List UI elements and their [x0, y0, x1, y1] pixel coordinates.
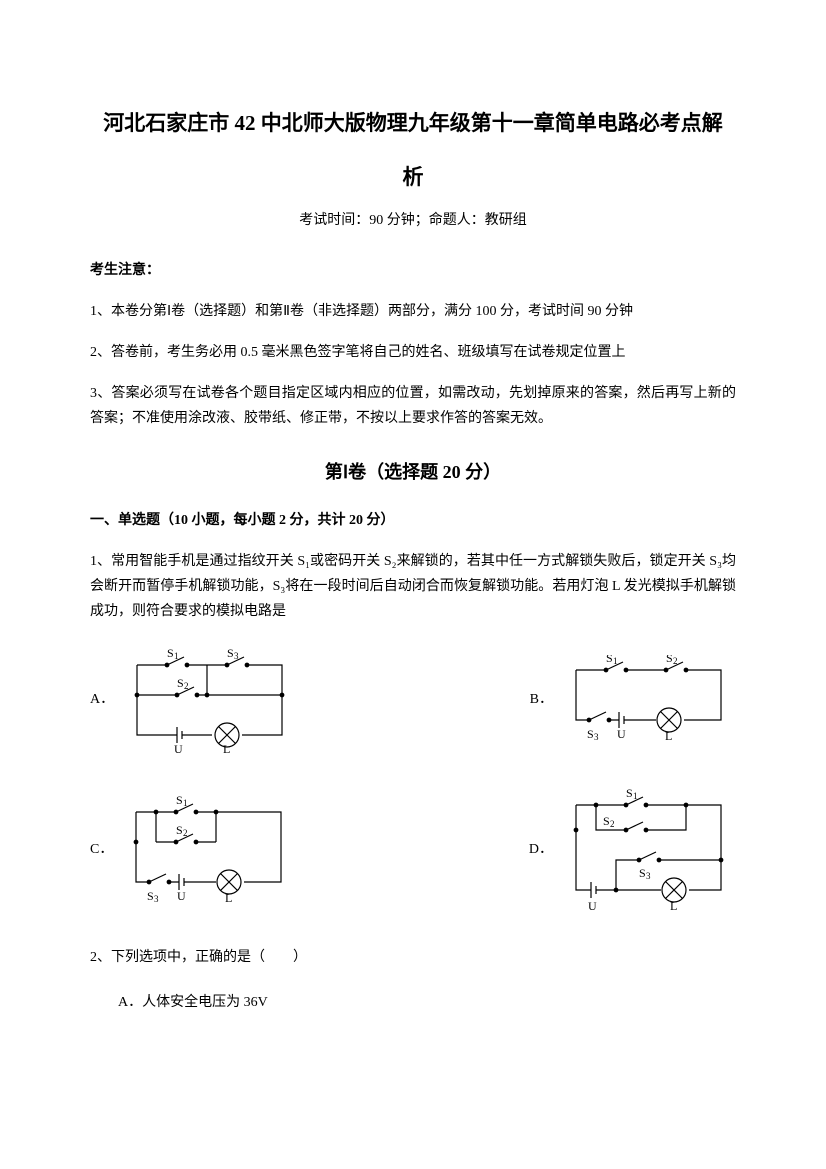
svg-text:S: S — [167, 646, 174, 660]
svg-text:2: 2 — [610, 819, 615, 829]
svg-text:S: S — [176, 793, 183, 807]
svg-text:1: 1 — [174, 651, 179, 661]
option-b-label: B． — [530, 687, 553, 712]
doc-subtitle: 考试时间：90 分钟；命题人：教研组 — [90, 208, 736, 233]
circuit-c-icon: S1 S2 S3 U L — [121, 792, 296, 907]
q1-options-row-1: A． S1 S3 S2 U L — [90, 645, 736, 755]
option-c: C． S1 S2 S3 U L — [90, 785, 296, 915]
option-a: A． S1 S3 S2 U L — [90, 645, 297, 755]
svg-text:U: U — [177, 889, 186, 903]
circuit-b-icon: S1 S2 S3 U L — [561, 655, 736, 745]
circuit-a-icon: S1 S3 S2 U L — [122, 645, 297, 755]
option-d: D． S1 S2 S — [529, 785, 736, 915]
svg-text:S: S — [666, 655, 673, 665]
circuit-d-icon: S1 S2 S3 U L — [561, 785, 736, 915]
doc-title-line2: 析 — [90, 154, 736, 200]
question-2-option-a: A．人体安全电压为 36V — [118, 990, 736, 1015]
question-1-text: 1、常用智能手机是通过指纹开关 S₁或密码开关 S₂来解锁的，若其中任一方式解锁… — [90, 549, 736, 625]
svg-text:L: L — [670, 899, 677, 913]
question-type-header: 一、单选题（10 小题，每小题 2 分，共计 20 分） — [90, 508, 736, 533]
svg-text:3: 3 — [154, 894, 159, 904]
svg-text:L: L — [225, 891, 232, 905]
doc-title-line1: 河北石家庄市 42 中北师大版物理九年级第十一章简单电路必考点解 — [90, 100, 736, 146]
svg-text:3: 3 — [594, 732, 599, 742]
svg-text:S: S — [626, 786, 633, 800]
svg-text:L: L — [665, 729, 672, 743]
option-c-label: C． — [90, 837, 113, 862]
option-b: B． S1 S2 S3 U L — [530, 645, 736, 755]
svg-text:U: U — [588, 899, 597, 913]
svg-text:1: 1 — [183, 798, 188, 808]
svg-text:U: U — [617, 727, 626, 741]
svg-text:1: 1 — [613, 656, 618, 666]
svg-text:2: 2 — [673, 656, 678, 666]
svg-text:L: L — [223, 742, 230, 755]
notice-item-1: 1、本卷分第Ⅰ卷（选择题）和第Ⅱ卷（非选择题）两部分，满分 100 分，考试时间… — [90, 299, 736, 324]
svg-text:S: S — [587, 727, 594, 741]
svg-text:2: 2 — [184, 681, 189, 691]
svg-text:1: 1 — [633, 791, 638, 801]
section-header: 第Ⅰ卷（选择题 20 分） — [90, 456, 736, 488]
svg-text:S: S — [227, 646, 234, 660]
svg-text:2: 2 — [183, 828, 188, 838]
notice-item-3: 3、答案必须写在试卷各个题目指定区域内相应的位置，如需改动，先划掉原来的答案，然… — [90, 381, 736, 431]
svg-text:S: S — [606, 655, 613, 665]
option-d-label: D． — [529, 837, 553, 862]
svg-text:3: 3 — [234, 651, 239, 661]
svg-text:S: S — [176, 823, 183, 837]
option-a-label: A． — [90, 687, 114, 712]
svg-text:S: S — [639, 866, 646, 880]
svg-text:3: 3 — [646, 871, 651, 881]
svg-text:S: S — [177, 676, 184, 690]
svg-text:U: U — [174, 742, 183, 755]
svg-text:S: S — [603, 814, 610, 828]
q1-options-row-2: C． S1 S2 S3 U L — [90, 785, 736, 915]
notice-item-2: 2、答卷前，考生务必用 0.5 毫米黑色签字笔将自己的姓名、班级填写在试卷规定位… — [90, 340, 736, 365]
svg-text:S: S — [147, 889, 154, 903]
question-2-text: 2、下列选项中，正确的是（ ） — [90, 945, 736, 970]
notice-header: 考生注意： — [90, 258, 736, 283]
